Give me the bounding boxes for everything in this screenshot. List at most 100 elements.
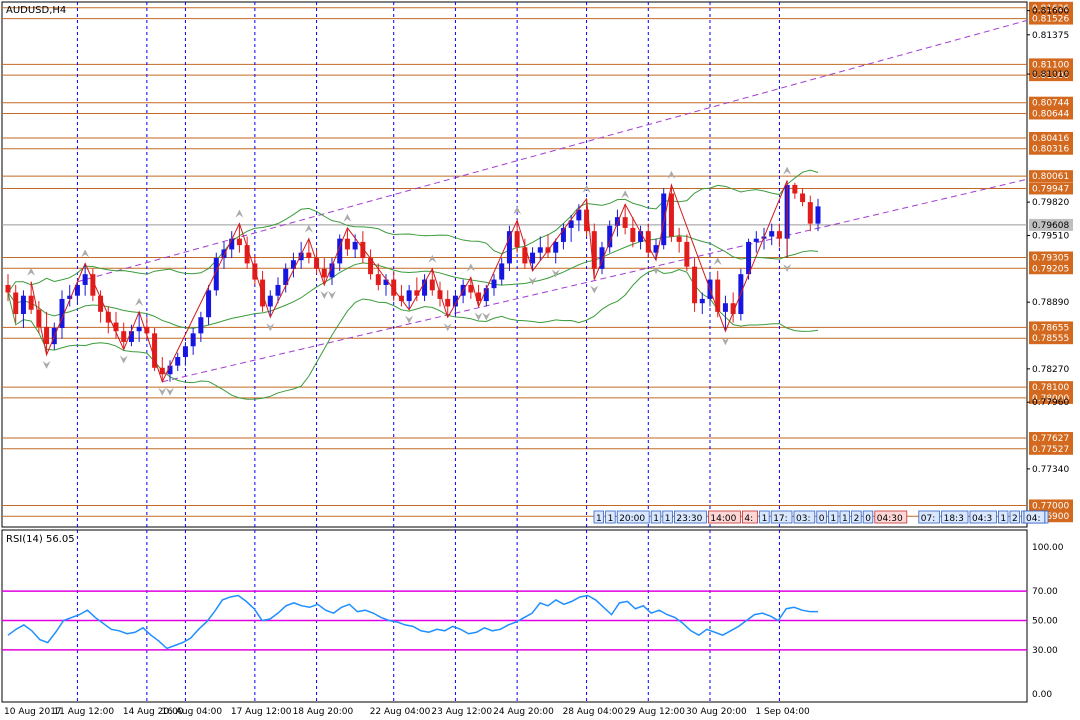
candle-body	[337, 238, 343, 264]
level-tag	[1029, 12, 1073, 25]
time-label: 29 Aug 12:00	[624, 707, 685, 717]
level-label: 0.77627	[1032, 434, 1069, 444]
session-tag: 2	[854, 514, 860, 524]
candle-body	[553, 241, 559, 253]
price-axis: 0.81600 0.81375 0.81010 0.79820 0.79510 0.788…	[1027, 7, 1069, 475]
session-tag-box	[941, 510, 969, 524]
bollinger-middle	[7, 235, 819, 329]
candle-body	[198, 317, 204, 334]
candle-body	[90, 274, 96, 296]
session-tag-box	[650, 510, 662, 524]
session-tag-box	[828, 510, 839, 524]
fractal-up-arrow	[304, 224, 313, 233]
candle-body	[236, 238, 242, 246]
session-tag: 04:30	[877, 514, 903, 524]
session-tag-box	[862, 510, 874, 524]
zigzag	[30, 180, 788, 384]
candle-body	[98, 295, 104, 312]
zigzag-line	[30, 180, 788, 384]
session-tag-box	[742, 510, 759, 524]
session-tag: 1	[762, 514, 768, 524]
level-label: 0.80316	[1032, 145, 1069, 155]
candle-body	[391, 279, 397, 296]
price-tick-label: 0.79510	[1032, 231, 1069, 241]
level-label: 0.78655	[1032, 323, 1069, 333]
session-tag-box	[793, 510, 816, 524]
candle-body	[630, 227, 636, 242]
session-tag: 04:	[1026, 514, 1040, 524]
candle-body	[699, 298, 705, 304]
price-tick-label: 0.81010	[1032, 70, 1069, 80]
rsi-tick-label: 30.00	[1032, 646, 1058, 656]
candle-body	[74, 284, 80, 296]
current-price-label: 0.79608	[1032, 221, 1069, 231]
rsi-tick-label: 0.00	[1032, 690, 1052, 700]
candle-body	[414, 290, 420, 296]
candle-body	[661, 193, 667, 246]
candle-body	[638, 231, 644, 242]
level-label: 0.78000	[1032, 394, 1069, 404]
rsi-panel	[1, 529, 1028, 703]
fractal-up-arrow	[621, 190, 630, 199]
session-tag: 1	[653, 514, 659, 524]
candle-body	[67, 295, 73, 299]
session-tag: 1	[1000, 514, 1006, 524]
fractal-up-arrow	[582, 184, 591, 193]
session-tag-box	[759, 510, 770, 524]
fractal-up-arrow	[27, 267, 36, 276]
rsi-tick-label: 100.00	[1032, 543, 1064, 553]
candle-body	[491, 279, 497, 289]
level-label: 0.80061	[1032, 172, 1069, 182]
candle-body	[128, 331, 134, 342]
session-tag: 04:3	[972, 514, 992, 524]
candle-body	[229, 238, 235, 250]
price-tick-label: 0.79820	[1032, 198, 1069, 208]
candle-body	[59, 298, 65, 328]
candle-body	[375, 274, 381, 285]
session-tag-box	[851, 510, 862, 524]
candle-body	[591, 231, 597, 269]
session-tag-box	[998, 510, 1009, 524]
candle-body	[684, 241, 690, 267]
candle-body	[692, 266, 698, 304]
time-label: 30 Aug 20:00	[686, 707, 747, 717]
candle-body	[676, 236, 682, 242]
fractal-down-arrow	[443, 323, 452, 332]
candle-body	[614, 217, 620, 226]
chart-title: AUDUSD,H4	[6, 5, 66, 16]
level-label: 0.77527	[1032, 445, 1069, 455]
candle-body	[514, 231, 520, 248]
candle-body	[105, 311, 111, 323]
session-tag: 20:00	[619, 514, 645, 524]
fractal-down-arrow	[551, 269, 560, 278]
fractal-down-arrow	[405, 315, 414, 324]
session-tag: 0	[865, 514, 871, 524]
fractal-up-arrow	[235, 209, 244, 218]
candle-body	[715, 279, 721, 312]
candle-body	[190, 333, 196, 347]
session-tag: 4:	[744, 514, 753, 524]
candle-body	[113, 322, 119, 332]
candle-body	[452, 295, 458, 307]
level-tag	[1029, 58, 1073, 71]
level-tag	[1029, 96, 1073, 109]
candle-body	[244, 245, 250, 264]
price-tick-label: 0.77340	[1032, 465, 1069, 475]
rsi-tick-label: 50.00	[1032, 617, 1058, 627]
session-tag: 1	[830, 514, 836, 524]
candle-body	[352, 241, 358, 250]
current-price-tag	[1029, 218, 1073, 231]
candle-body	[483, 288, 489, 302]
candle-body	[5, 284, 11, 293]
candle-body	[275, 284, 281, 296]
session-tag-box	[1009, 510, 1021, 524]
level-label: 0.79205	[1032, 264, 1069, 274]
fractal-up-arrow	[343, 213, 352, 222]
session-tag-box	[593, 510, 605, 524]
fractal-down-arrow	[474, 312, 483, 321]
fractal-down-arrow	[783, 264, 792, 273]
candle-body	[136, 326, 142, 332]
level-tag	[1029, 1, 1073, 14]
session-tag-box	[662, 510, 673, 524]
